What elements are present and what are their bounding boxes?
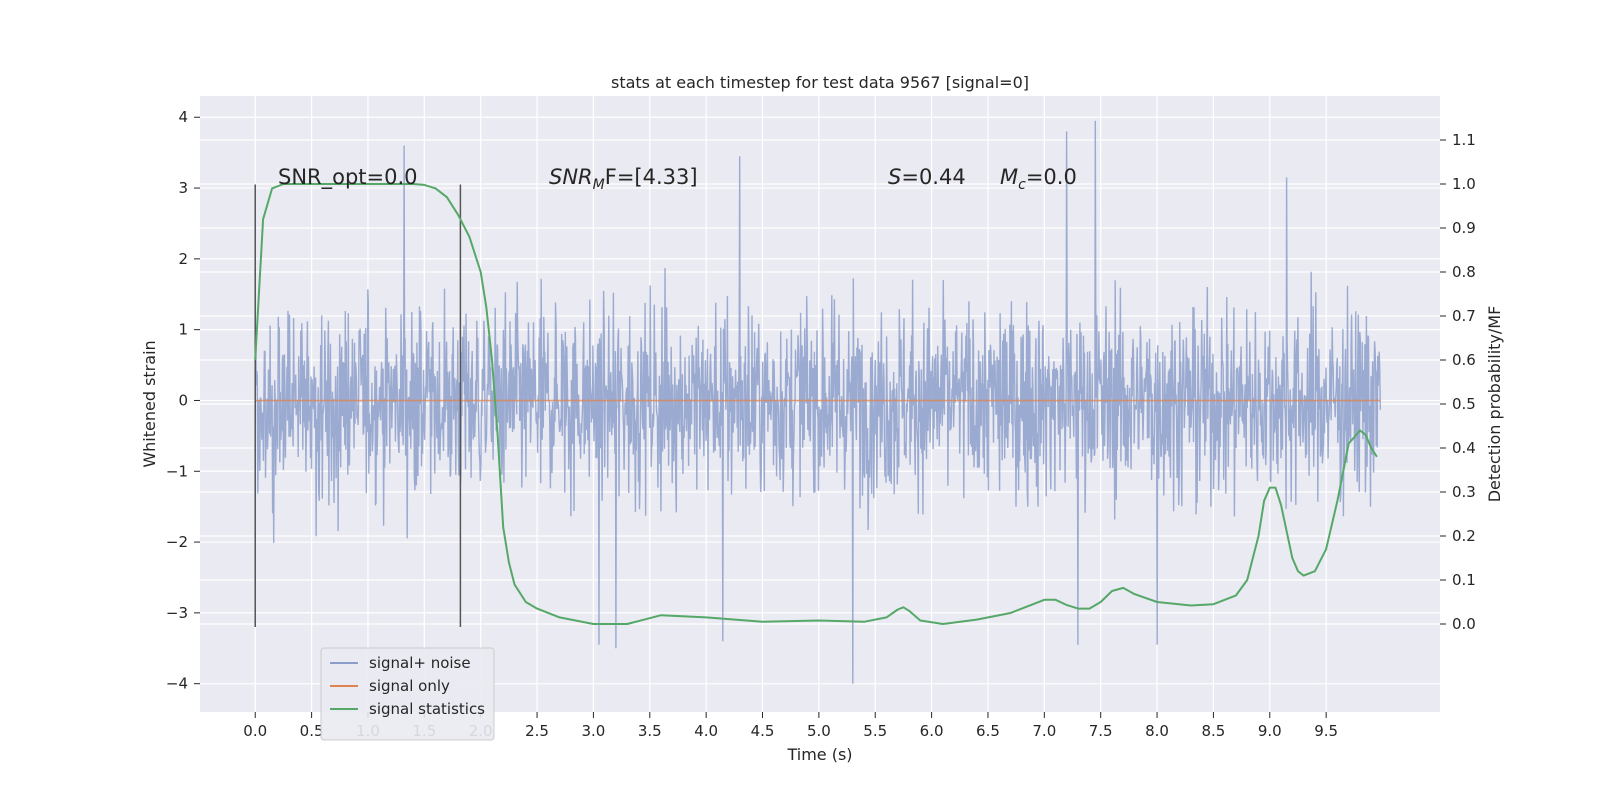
y-tick-label: 0: [178, 391, 188, 409]
y-axis-label-right: Detection probability/MF: [1485, 306, 1504, 503]
legend-label-signal-only: signal only: [369, 677, 450, 695]
x-tick-label: 4.0: [694, 722, 718, 740]
y-right-tick-label: 0.2: [1452, 527, 1476, 545]
legend: signal+ noise signal only signal statist…: [320, 647, 495, 741]
x-tick-label: 9.0: [1258, 722, 1282, 740]
legend-label-signal-statistics: signal statistics: [369, 700, 485, 718]
y-right-tick-label: 0.8: [1452, 263, 1476, 281]
y-right-tick-label: 0.6: [1452, 351, 1476, 369]
x-tick-label: 0.5: [300, 722, 324, 740]
y-right-tick-label: 0.0: [1452, 615, 1476, 633]
x-tick-label: 5.5: [863, 722, 887, 740]
y-right-tick-label: 0.1: [1452, 571, 1476, 589]
y-tick-label: −4: [166, 675, 188, 693]
series-line-signal-statistics: [254, 183, 1378, 625]
annotation-mc: Mc=0.0: [1000, 165, 1077, 193]
y-axis-label-left: Whitened strain: [140, 340, 159, 467]
annotation-snr-mf: SNRMF=[4.33]: [549, 165, 698, 193]
x-tick-label: 7.5: [1089, 722, 1113, 740]
x-axis-label: Time (s): [786, 745, 852, 764]
y-tick-label: −1: [166, 462, 188, 480]
y-tick-label: 2: [178, 250, 188, 268]
y-right-tick-label: 0.3: [1452, 483, 1476, 501]
y-tick-label: −2: [166, 533, 188, 551]
y-tick-label: 4: [178, 108, 188, 126]
x-tick-label: 6.5: [976, 722, 1000, 740]
legend-label-signal-noise: signal+ noise: [369, 654, 471, 672]
x-tick-label: 7.0: [1032, 722, 1056, 740]
x-tick-label: 8.5: [1201, 722, 1225, 740]
x-tick-label: 8.0: [1145, 722, 1169, 740]
y-right-tick-label: 0.9: [1452, 219, 1476, 237]
y-tick-label: −3: [166, 604, 188, 622]
x-tick-label: 5.0: [807, 722, 831, 740]
y-right-tick-label: 0.4: [1452, 439, 1476, 457]
annotation-snr-opt: SNR_opt=0.0: [278, 165, 418, 190]
x-tick-label: 2.5: [525, 722, 549, 740]
y-right-tick-label: 1.1: [1452, 131, 1476, 149]
x-tick-label: 0.0: [243, 722, 267, 740]
series-line-signal-noise: [254, 120, 1381, 684]
x-tick-label: 3.0: [581, 722, 605, 740]
annotation-s: S=0.44: [888, 165, 966, 189]
y-tick-label: 1: [178, 321, 188, 339]
x-tick-label: 4.5: [751, 722, 775, 740]
y-tick-label: 3: [178, 179, 188, 197]
x-tick-label: 9.5: [1314, 722, 1338, 740]
x-tick-label: 6.0: [920, 722, 944, 740]
chart-title: stats at each timestep for test data 956…: [611, 73, 1029, 92]
x-tick-label: 3.5: [638, 722, 662, 740]
y-right-tick-label: 0.5: [1452, 395, 1476, 413]
y-right-tick-label: 0.7: [1452, 307, 1476, 325]
y-right-tick-label: 1.0: [1452, 175, 1476, 193]
